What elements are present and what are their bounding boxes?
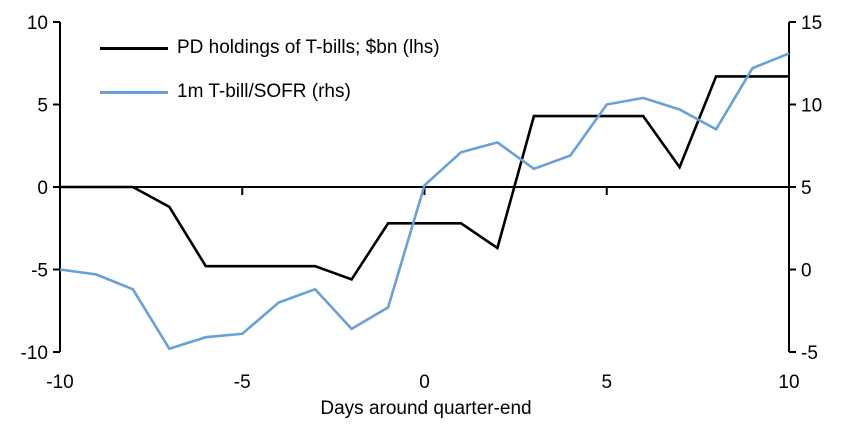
right-axis-tick-label: 0 xyxy=(801,261,812,282)
left-axis-tick-label: -5 xyxy=(31,261,48,282)
left-axis-tick-label: 10 xyxy=(27,13,48,34)
x-axis-tick-label: 0 xyxy=(419,372,430,393)
legend-line-swatch-black xyxy=(100,46,168,50)
x-axis-tick-label: 5 xyxy=(601,372,612,393)
legend-item-tbill-sofr: 1m T-bill/SOFR (rhs) xyxy=(100,80,440,104)
legend-label-tbill-sofr: 1m T-bill/SOFR (rhs) xyxy=(177,81,351,102)
right-axis-tick-label: 10 xyxy=(801,96,822,117)
legend: PD holdings of T-bills; $bn (lhs) 1m T-b… xyxy=(100,36,440,124)
series-line-rhs xyxy=(59,52,790,351)
left-axis-tick-label: 0 xyxy=(37,178,48,199)
legend-item-pd-holdings: PD holdings of T-bills; $bn (lhs) xyxy=(100,36,440,60)
right-axis-tick-label: 15 xyxy=(801,13,822,34)
legend-line-swatch-blue xyxy=(100,90,168,94)
left-axis-tick-label: 5 xyxy=(37,96,48,117)
x-axis-tick-label: -5 xyxy=(234,372,251,393)
series-line-lhs xyxy=(60,75,789,281)
x-axis-title: Days around quarter-end xyxy=(320,398,532,419)
x-axis-tick-label: -10 xyxy=(46,372,73,393)
right-axis-tick-label: -5 xyxy=(801,343,818,364)
right-axis-tick-label: 5 xyxy=(801,178,812,199)
left-axis-tick-label: -10 xyxy=(21,343,48,364)
x-axis-tick-label: 10 xyxy=(778,372,799,393)
legend-label-pd-holdings: PD holdings of T-bills; $bn (lhs) xyxy=(177,37,440,58)
